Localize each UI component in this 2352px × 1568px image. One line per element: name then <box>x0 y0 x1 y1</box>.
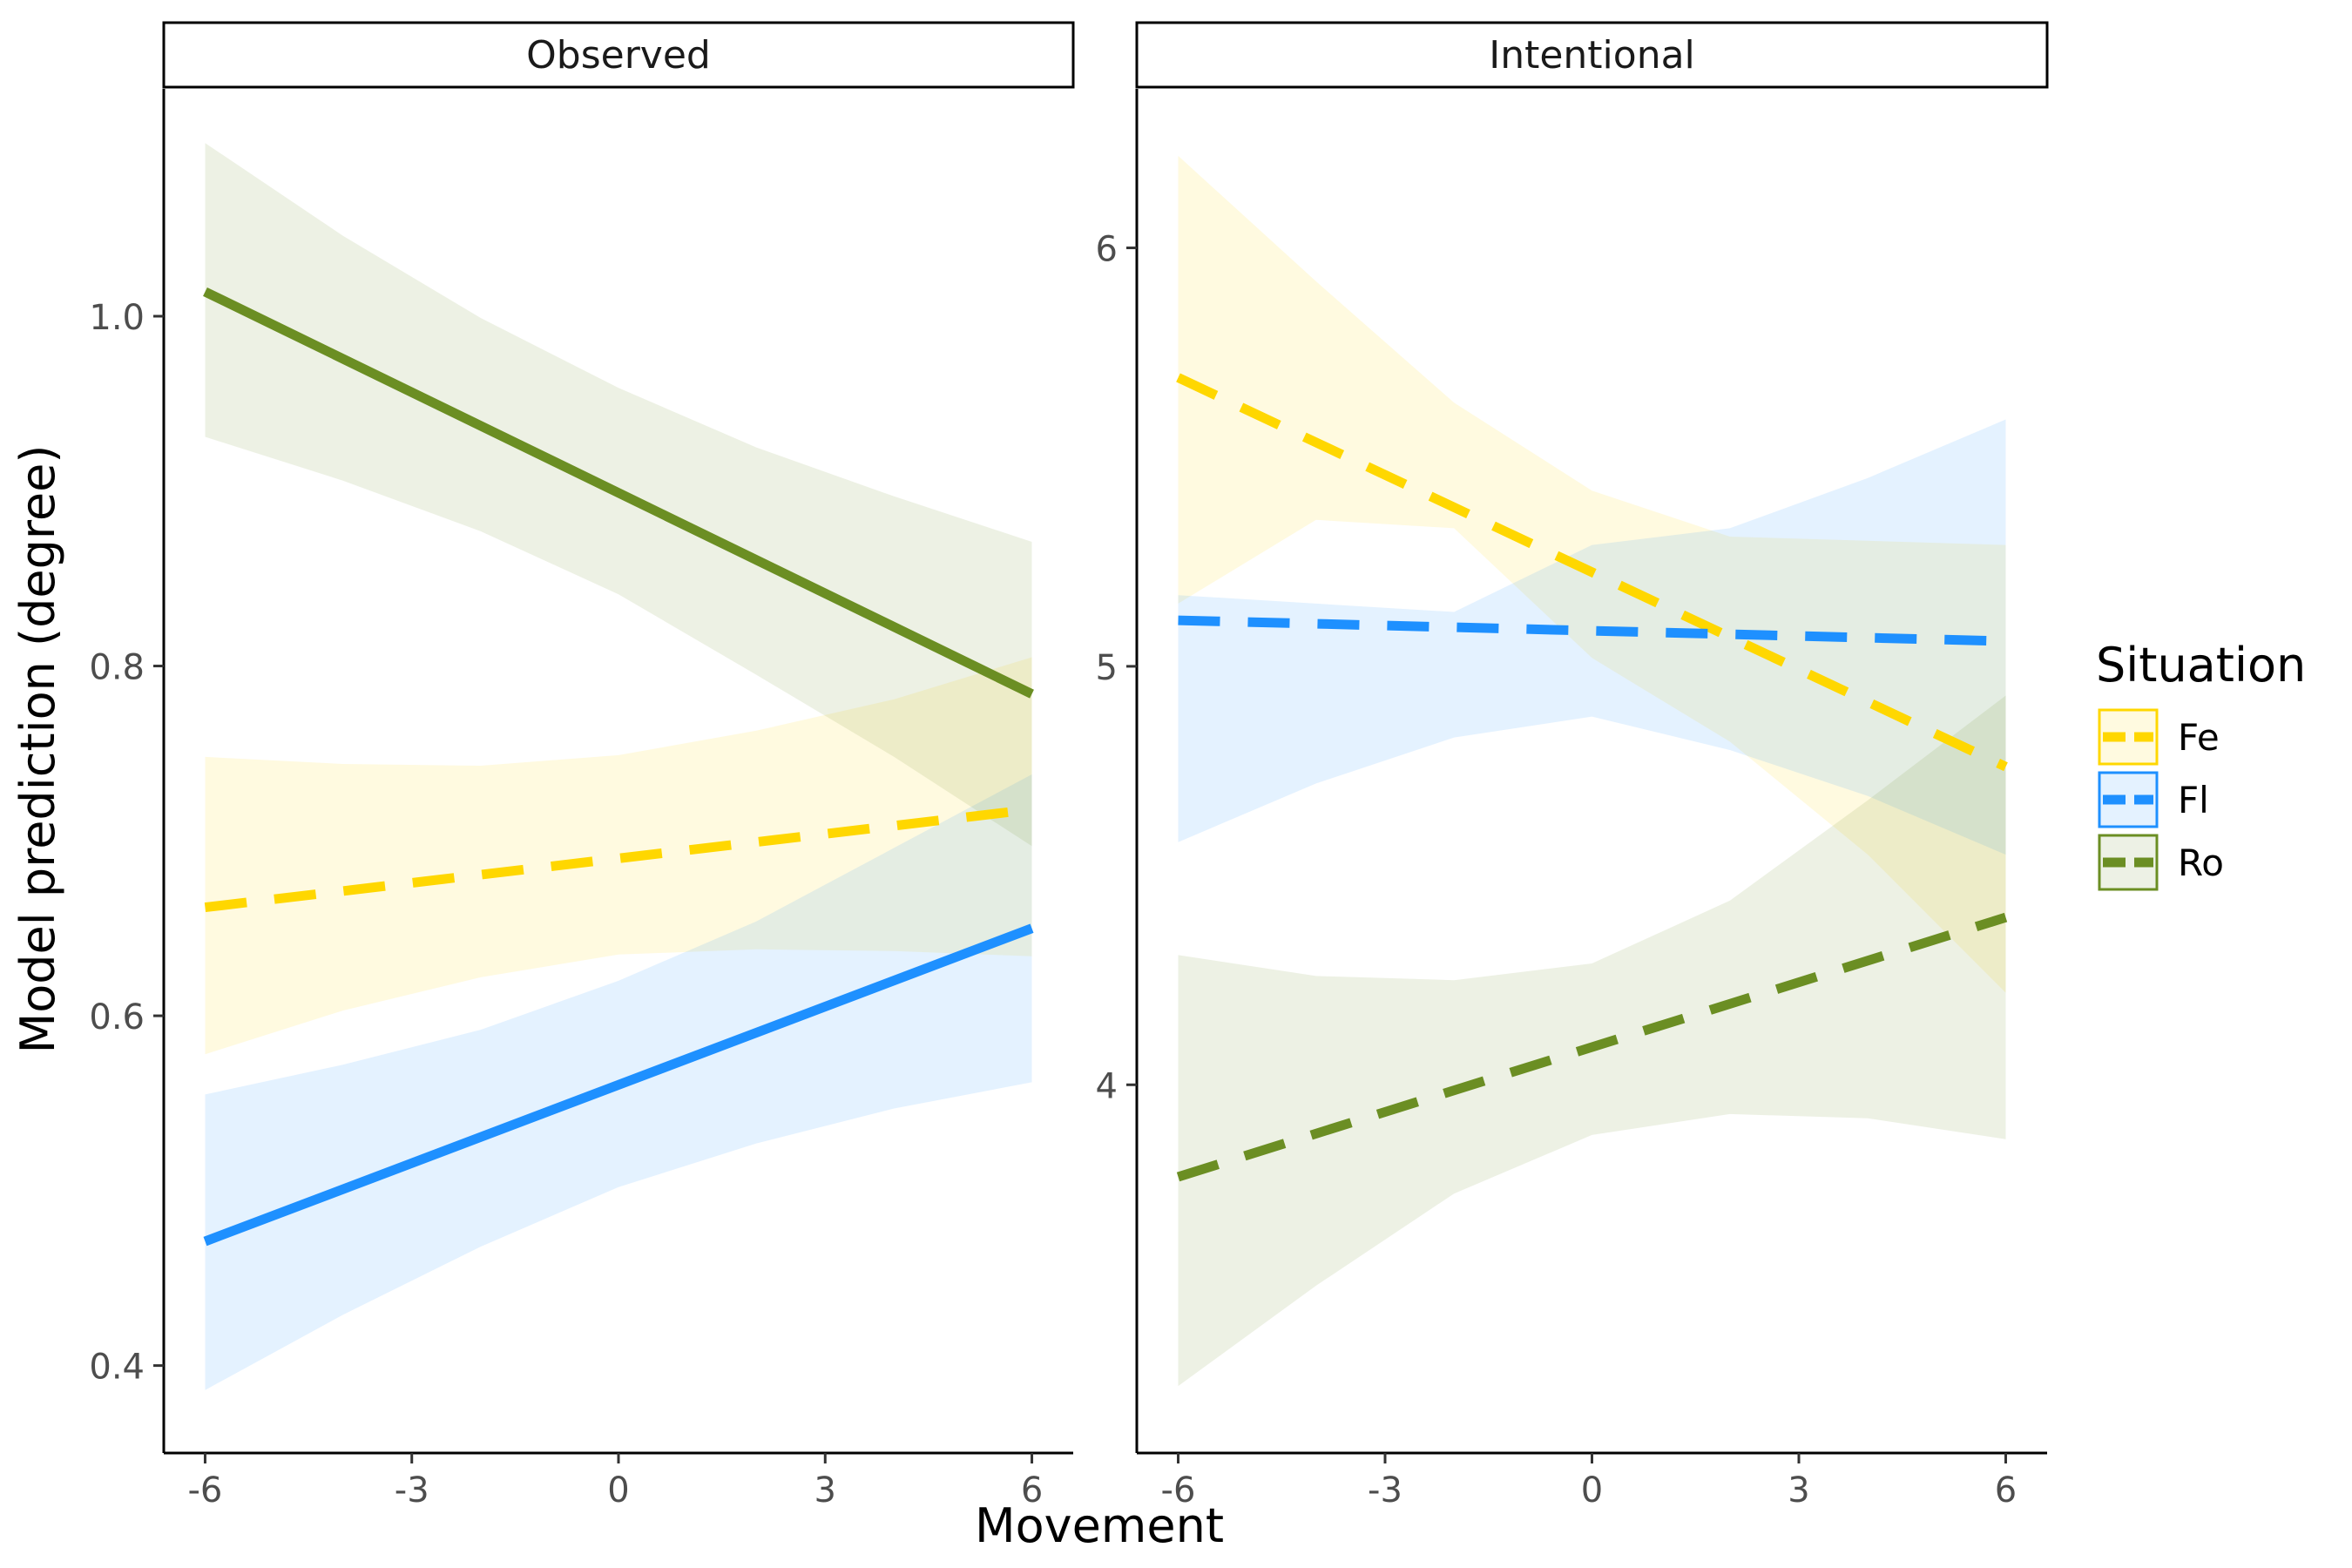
x-tick-label: -6 <box>1161 1470 1196 1511</box>
x-tick-label: 0 <box>607 1470 629 1511</box>
y-tick-label: 6 <box>1096 230 1118 270</box>
ribbons <box>205 143 1032 1390</box>
series-line-ro <box>1176 912 2008 1182</box>
lines <box>203 287 1034 1247</box>
x-axis-label: Movement <box>975 1498 1224 1553</box>
panel-observed: Observed 0.4 0.6 0.8 1.0 -6 -3 0 3 6 <box>89 21 1075 1511</box>
x-tick-label: -6 <box>188 1470 223 1511</box>
x-tick-label: 0 <box>1581 1470 1603 1511</box>
y-tick-label: 1.0 <box>89 298 145 338</box>
panel-title: Observed <box>526 33 711 78</box>
series-line-fe <box>1176 373 2008 772</box>
legend-item-fl: Fl <box>2098 771 2209 828</box>
chart-panels: Observed 0.4 0.6 0.8 1.0 -6 -3 0 3 6 Intentional 4 5… <box>89 21 2049 1511</box>
x-tick-label: -3 <box>395 1470 429 1511</box>
legend: Situation Fe Fl Ro <box>2096 638 2306 891</box>
panel-strip <box>1135 21 2049 89</box>
ribbon-fl <box>1178 419 2006 855</box>
y-tick-label: 0.4 <box>89 1348 145 1388</box>
panel-strip <box>162 21 1075 89</box>
lines <box>1176 373 2008 1182</box>
y-axis-label: Model prediction (degree) <box>10 445 65 1054</box>
legend-item-fe: Fe <box>2098 708 2220 766</box>
y-tick-label: 4 <box>1096 1066 1118 1106</box>
series-line-ro <box>203 287 1034 699</box>
x-tick-label: 3 <box>1788 1470 1809 1511</box>
legend-title: Situation <box>2096 638 2306 693</box>
y-tick-label: 0.8 <box>89 648 145 688</box>
ribbons <box>1178 155 2006 1387</box>
panel-title: Intentional <box>1489 33 1695 78</box>
ribbon-ro <box>1178 695 2006 1387</box>
x-tick-label: 6 <box>1021 1470 1043 1511</box>
x-tick-label: 3 <box>814 1470 836 1511</box>
y-tick-label: 5 <box>1096 648 1118 688</box>
x-tick-label: 6 <box>1995 1470 2017 1511</box>
legend-label: Fe <box>2178 716 2220 759</box>
legend-label: Ro <box>2178 841 2224 884</box>
y-tick-label: 0.6 <box>89 997 145 1037</box>
legend-label: Fl <box>2178 779 2209 821</box>
panel-intentional: Intentional 4 5 6 -6 -3 0 3 6 <box>1096 21 2049 1511</box>
ribbon-fe <box>205 657 1032 1055</box>
legend-item-ro: Ro <box>2098 834 2224 891</box>
series-line-fl <box>203 923 1034 1247</box>
x-tick-label: -3 <box>1368 1470 1402 1511</box>
